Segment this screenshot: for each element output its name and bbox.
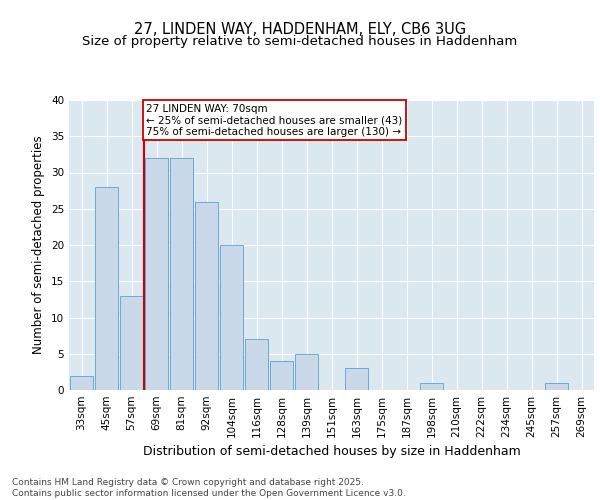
Bar — [195, 202, 218, 390]
Bar — [145, 158, 168, 390]
Bar — [95, 187, 118, 390]
Text: 27, LINDEN WAY, HADDENHAM, ELY, CB6 3UG: 27, LINDEN WAY, HADDENHAM, ELY, CB6 3UG — [134, 22, 466, 38]
Bar — [270, 361, 293, 390]
Text: Contains HM Land Registry data © Crown copyright and database right 2025.
Contai: Contains HM Land Registry data © Crown c… — [12, 478, 406, 498]
Y-axis label: Number of semi-detached properties: Number of semi-detached properties — [32, 136, 46, 354]
Bar — [70, 376, 93, 390]
Bar — [545, 383, 568, 390]
Bar — [245, 339, 268, 390]
Bar — [170, 158, 193, 390]
Bar — [345, 368, 368, 390]
Bar — [120, 296, 143, 390]
Text: 27 LINDEN WAY: 70sqm
← 25% of semi-detached houses are smaller (43)
75% of semi-: 27 LINDEN WAY: 70sqm ← 25% of semi-detac… — [146, 104, 403, 137]
Bar — [220, 245, 243, 390]
Bar — [295, 354, 318, 390]
Bar — [420, 383, 443, 390]
Text: Size of property relative to semi-detached houses in Haddenham: Size of property relative to semi-detach… — [82, 35, 518, 48]
X-axis label: Distribution of semi-detached houses by size in Haddenham: Distribution of semi-detached houses by … — [143, 446, 520, 458]
